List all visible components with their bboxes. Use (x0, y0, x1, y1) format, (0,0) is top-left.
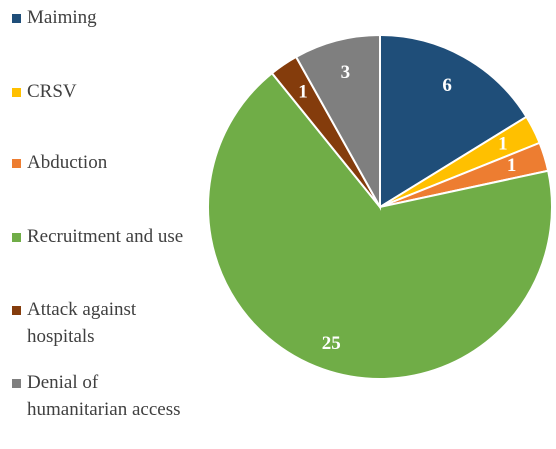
data-label: 1 (298, 81, 308, 102)
data-label: 6 (442, 75, 452, 96)
legend-label: Abduction (27, 152, 108, 173)
legend-item: Abduction (12, 149, 197, 176)
slice (207, 71, 553, 380)
legend-swatch (12, 159, 21, 168)
legend-swatch (12, 379, 21, 388)
slice (379, 33, 528, 209)
legend-label: Recruitment and use (27, 226, 184, 247)
data-label: 1 (498, 133, 508, 154)
legend-item: Attack against hospitals (12, 296, 197, 350)
legend-item: Recruitment and use (12, 223, 197, 250)
data-label: 25 (322, 333, 341, 354)
legend-swatch (12, 88, 21, 97)
legend-label: CRSV (27, 81, 77, 102)
legend-item: Denial of humanitarian access (12, 369, 197, 423)
legend-label: Denial of humanitarian access (27, 372, 181, 420)
legend-label: Maiming (27, 7, 97, 28)
data-label: 1 (507, 155, 517, 176)
data-label: 3 (341, 62, 351, 83)
legend-swatch (12, 14, 21, 23)
slice (294, 33, 381, 211)
legend-item: Maiming (12, 4, 197, 31)
legend-item: CRSV (12, 78, 197, 105)
legend-swatch (12, 233, 21, 242)
legend-swatch (12, 306, 21, 315)
legend-label: Attack against hospitals (27, 299, 137, 347)
